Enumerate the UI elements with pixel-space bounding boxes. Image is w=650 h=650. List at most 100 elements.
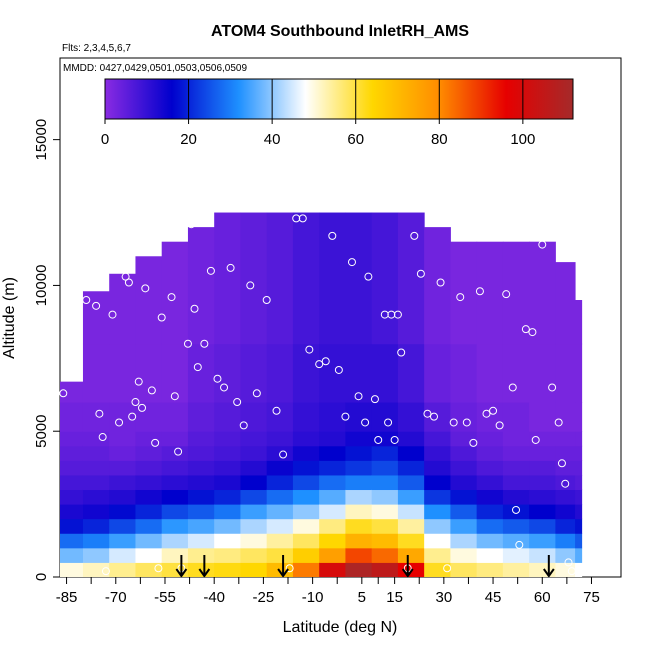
heatmap-cell bbox=[397, 431, 425, 447]
sample-point bbox=[95, 409, 104, 418]
heatmap-cell bbox=[82, 431, 110, 447]
heatmap-cell bbox=[424, 533, 451, 549]
heatmap-cell bbox=[60, 547, 84, 563]
heatmap-cell bbox=[60, 562, 84, 577]
heatmap-cell bbox=[476, 504, 504, 520]
heatmap-cell bbox=[292, 533, 320, 549]
heatmap-cell bbox=[240, 518, 268, 534]
heatmap-cell bbox=[266, 431, 294, 447]
heatmap-cell bbox=[575, 343, 583, 403]
y-tick-label: 0 bbox=[33, 573, 50, 581]
sample-point bbox=[462, 418, 471, 427]
heatmap-cell bbox=[240, 445, 268, 461]
x-tick-label: 45 bbox=[485, 589, 502, 606]
heatmap-cell bbox=[319, 533, 346, 549]
sample-point bbox=[436, 278, 445, 287]
heatmap-cell bbox=[82, 402, 110, 432]
sample-point bbox=[328, 231, 337, 240]
heatmap-cell bbox=[345, 518, 373, 534]
heatmap-cell bbox=[214, 402, 241, 432]
sample-point bbox=[124, 278, 133, 287]
heatmap-cell bbox=[529, 489, 556, 505]
heatmap-cell bbox=[214, 431, 241, 447]
heatmap-cell bbox=[135, 533, 163, 549]
heatmap-cell bbox=[240, 562, 268, 577]
heatmap-cell bbox=[319, 460, 346, 476]
sample-point bbox=[321, 357, 330, 366]
heatmap-cell bbox=[450, 504, 478, 520]
heatmap-cell bbox=[476, 431, 504, 447]
heatmap-cell bbox=[345, 533, 373, 549]
heatmap-cell bbox=[161, 533, 189, 549]
sample-point bbox=[298, 214, 307, 223]
heatmap-cell bbox=[476, 518, 504, 534]
heatmap-cell bbox=[82, 343, 110, 403]
heatmap-cell bbox=[555, 402, 576, 432]
heatmap-cell bbox=[424, 431, 451, 447]
sample-point bbox=[272, 406, 281, 415]
heatmap-cell bbox=[502, 460, 530, 476]
heatmap-cell bbox=[135, 402, 163, 432]
heatmap-cell bbox=[397, 533, 425, 549]
heatmap-cell bbox=[60, 460, 84, 476]
heatmap-cell bbox=[529, 504, 556, 520]
heatmap-cell bbox=[135, 256, 163, 345]
heatmap-cell bbox=[397, 489, 425, 505]
heatmap-cell bbox=[161, 460, 189, 476]
heatmap-cell bbox=[60, 533, 84, 549]
heatmap-cell bbox=[476, 547, 504, 563]
heatmap-cell bbox=[319, 562, 346, 577]
heatmap-cell bbox=[502, 445, 530, 461]
sample-point bbox=[141, 284, 150, 293]
x-tick-label: 30 bbox=[435, 589, 452, 606]
heatmap-cell bbox=[575, 445, 583, 461]
heatmap-cell bbox=[555, 504, 576, 520]
y-tick-label: 15000 bbox=[33, 119, 50, 161]
heatmap-cell bbox=[424, 489, 451, 505]
heatmap-cell bbox=[575, 300, 583, 345]
heatmap-cell bbox=[266, 343, 294, 403]
sample-point bbox=[239, 421, 248, 430]
heatmap-cell bbox=[371, 212, 399, 345]
heatmap-cell bbox=[240, 212, 268, 345]
heatmap-cell bbox=[161, 504, 189, 520]
sample-point bbox=[548, 383, 557, 392]
heatmap-cell bbox=[555, 343, 576, 403]
sample-point bbox=[502, 290, 511, 299]
heatmap-cell bbox=[529, 460, 556, 476]
heatmap-cell bbox=[109, 533, 136, 549]
sample-point bbox=[561, 479, 570, 488]
sample-point bbox=[416, 269, 425, 278]
heatmap-cell bbox=[187, 460, 215, 476]
heatmap-cell bbox=[345, 402, 373, 432]
colorbar-tick-label: 100 bbox=[510, 131, 535, 148]
arrow-marker bbox=[175, 555, 188, 578]
heatmap-cell bbox=[319, 547, 346, 563]
heatmap-cell bbox=[109, 489, 136, 505]
heatmap-cell bbox=[555, 431, 576, 447]
heatmap-cell bbox=[82, 489, 110, 505]
heatmap-cell bbox=[371, 431, 399, 447]
heatmap-cell bbox=[187, 533, 215, 549]
heatmap-cell bbox=[109, 547, 136, 563]
heatmap-cell bbox=[60, 518, 84, 534]
heatmap-cell bbox=[319, 489, 346, 505]
heatmap-cell bbox=[161, 489, 189, 505]
heatmap-cell bbox=[82, 504, 110, 520]
heatmap-cell bbox=[371, 547, 399, 563]
heatmap-cell bbox=[214, 474, 241, 491]
heatmap-cell bbox=[371, 474, 399, 491]
sample-point bbox=[151, 438, 160, 447]
heatmap-cell bbox=[240, 431, 268, 447]
sample-point bbox=[475, 287, 484, 296]
heatmap-cell bbox=[397, 445, 425, 461]
heatmap-cell bbox=[371, 402, 399, 432]
heatmap-cell bbox=[187, 343, 215, 403]
heatmap-cell bbox=[529, 343, 556, 403]
heatmap-cell bbox=[345, 504, 373, 520]
heatmap-cell bbox=[214, 518, 241, 534]
heatmap-cell bbox=[319, 518, 346, 534]
heatmap-cell bbox=[424, 227, 451, 345]
heatmap-cell bbox=[450, 431, 478, 447]
heatmap-cell bbox=[161, 474, 189, 491]
